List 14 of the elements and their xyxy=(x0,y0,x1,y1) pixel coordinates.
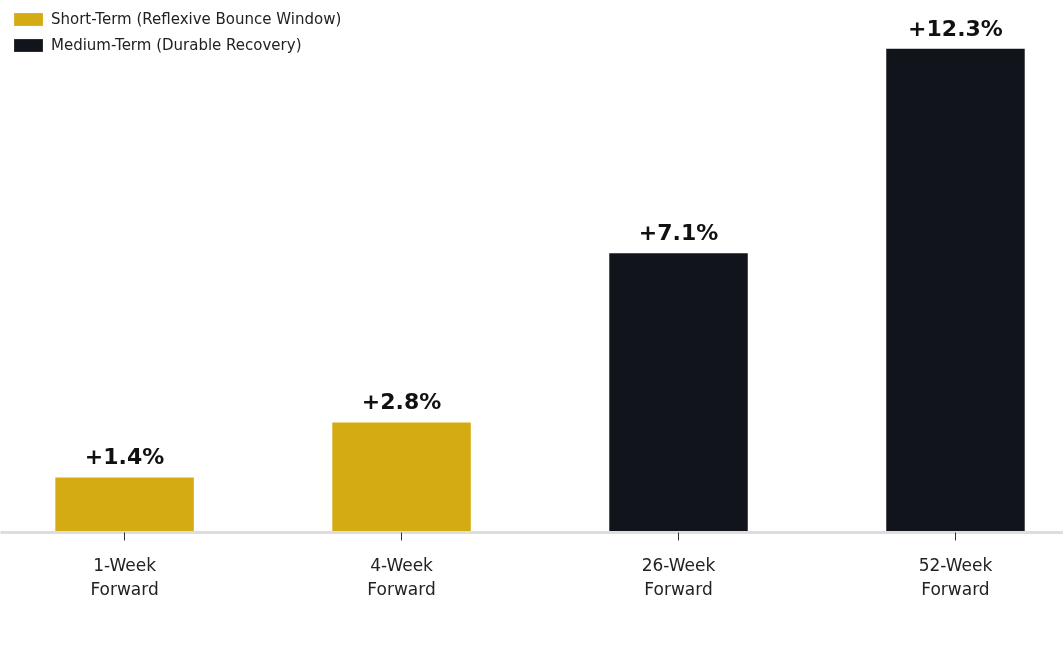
data-label: +1.4% xyxy=(84,444,165,470)
x-tick-label: 1-Week Forward xyxy=(90,554,159,599)
data-label: +7.1% xyxy=(638,220,719,246)
legend-label: Short-Term (Reflexive Bounce Window) xyxy=(51,10,342,28)
legend-label: Medium-Term (Durable Recovery) xyxy=(51,36,302,54)
data-label: +12.3% xyxy=(908,15,1003,41)
bar xyxy=(55,477,194,533)
bar xyxy=(332,422,471,533)
x-tick-label: 4-Week Forward xyxy=(367,554,436,599)
data-label: +2.8% xyxy=(361,389,442,415)
bar xyxy=(886,48,1025,533)
x-tick-label: 26-Week Forward xyxy=(641,554,716,599)
bar xyxy=(609,253,748,533)
x-tick-label: 52-Week Forward xyxy=(918,554,993,599)
